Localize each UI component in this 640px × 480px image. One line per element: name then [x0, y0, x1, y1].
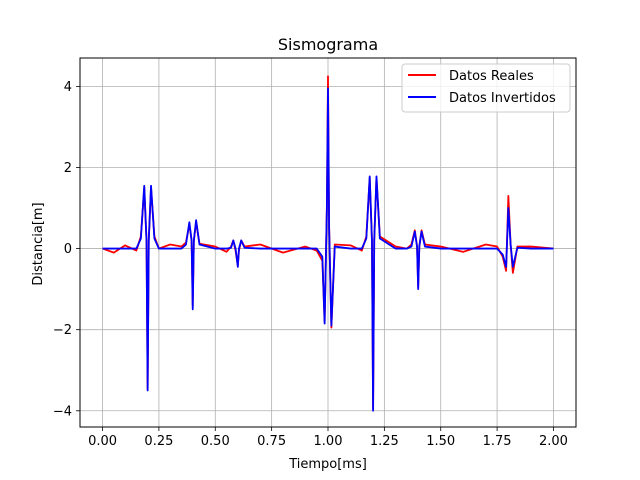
- series-line-datos-invertidos: [102, 87, 554, 412]
- x-tick-label: 1.25: [370, 434, 399, 449]
- x-tick-label: 0.25: [144, 434, 173, 449]
- y-axis-label: Distancia[m]: [31, 202, 46, 285]
- y-tick-label: −2: [53, 323, 72, 338]
- x-tick-label: 1.50: [426, 434, 455, 449]
- y-ticks: −4 −2 0 2 4: [53, 80, 80, 419]
- y-tick-label: 2: [64, 161, 72, 176]
- x-tick-label: 0.50: [201, 434, 230, 449]
- legend: Datos Reales Datos Invertidos: [401, 63, 571, 113]
- y-tick-label: 0: [64, 242, 72, 257]
- y-tick-label: 4: [64, 80, 72, 95]
- x-tick-label: 2.00: [539, 434, 568, 449]
- legend-box: [401, 63, 571, 113]
- legend-label-datos-invertidos: Datos Invertidos: [449, 91, 556, 106]
- x-axis-label: Tiempo[ms]: [288, 457, 367, 472]
- y-tick-label: −4: [53, 404, 72, 419]
- series-lines: [102, 75, 554, 412]
- x-tick-label: 1.00: [314, 434, 343, 449]
- chart-title: Sismograma: [278, 35, 378, 54]
- legend-label-datos-reales: Datos Reales: [449, 69, 534, 84]
- x-tick-label: 0.00: [88, 434, 117, 449]
- x-tick-label: 1.75: [483, 434, 512, 449]
- x-ticks: 0.00 0.25 0.50 0.75 1.00 1.25 1.50 1.75 2.00: [88, 427, 568, 449]
- x-tick-label: 0.75: [257, 434, 286, 449]
